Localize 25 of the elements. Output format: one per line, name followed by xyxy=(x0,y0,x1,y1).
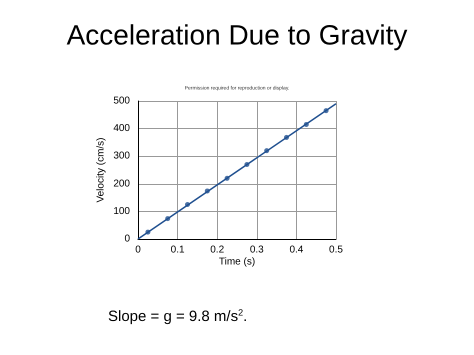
y-tick-label: 100 xyxy=(113,206,130,217)
point xyxy=(304,122,309,127)
x-tick-label: 0.1 xyxy=(170,244,185,256)
y-tick-label: 300 xyxy=(113,150,130,162)
point xyxy=(145,230,150,235)
point xyxy=(185,202,190,207)
point xyxy=(165,216,170,222)
x-tick-label: 0.2 xyxy=(210,244,225,256)
point xyxy=(224,176,230,181)
y-tick-label: 0 xyxy=(124,234,130,244)
point xyxy=(324,108,329,114)
point xyxy=(204,188,210,194)
x-tick-label: 0.4 xyxy=(289,244,304,256)
y-tick-label: 400 xyxy=(113,123,130,134)
point xyxy=(264,148,270,154)
y-tick-label: 500 xyxy=(113,96,130,106)
x-tick-label: 0.5 xyxy=(329,244,344,256)
point xyxy=(244,162,250,167)
chart-title: Acceleration Due to Gravity xyxy=(66,20,408,50)
y-tick-label: 200 xyxy=(113,178,130,190)
x-tick-label: 0.3 xyxy=(250,244,264,256)
y-axis-title: Velocity (cm/s) xyxy=(96,137,106,203)
x-tick-label: 0 xyxy=(135,244,142,256)
x-axis-title: Time (s) xyxy=(218,256,256,268)
point xyxy=(284,134,289,140)
